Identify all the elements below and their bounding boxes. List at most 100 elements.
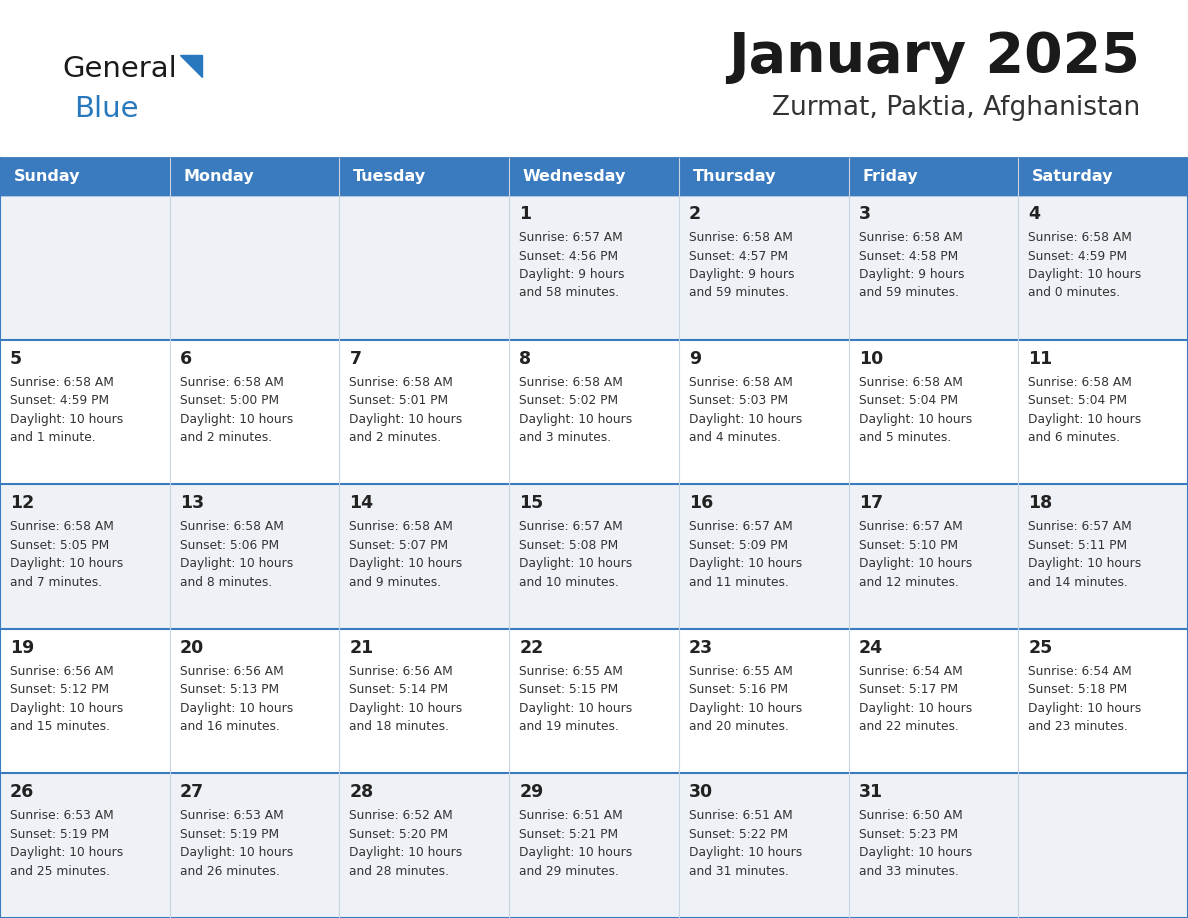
Text: Sunrise: 6:58 AM: Sunrise: 6:58 AM bbox=[1029, 375, 1132, 388]
Text: and 12 minutes.: and 12 minutes. bbox=[859, 576, 959, 588]
Text: Sunrise: 6:57 AM: Sunrise: 6:57 AM bbox=[859, 521, 962, 533]
Text: 29: 29 bbox=[519, 783, 543, 801]
Text: and 25 minutes.: and 25 minutes. bbox=[10, 865, 110, 878]
Text: Saturday: Saturday bbox=[1032, 169, 1113, 184]
Text: Daylight: 10 hours: Daylight: 10 hours bbox=[10, 846, 124, 859]
Bar bbox=[0, 158, 1188, 195]
Text: Daylight: 10 hours: Daylight: 10 hours bbox=[519, 557, 632, 570]
Text: Friday: Friday bbox=[862, 169, 918, 184]
Text: Daylight: 10 hours: Daylight: 10 hours bbox=[349, 701, 462, 715]
Text: Sunset: 5:15 PM: Sunset: 5:15 PM bbox=[519, 683, 619, 696]
Text: Sunset: 5:06 PM: Sunset: 5:06 PM bbox=[179, 539, 279, 552]
Bar bbox=[0, 773, 1188, 918]
Text: Sunrise: 6:58 AM: Sunrise: 6:58 AM bbox=[859, 231, 962, 244]
Text: and 1 minute.: and 1 minute. bbox=[10, 431, 95, 444]
Text: and 0 minutes.: and 0 minutes. bbox=[1029, 286, 1120, 299]
Text: 27: 27 bbox=[179, 783, 204, 801]
Text: Daylight: 10 hours: Daylight: 10 hours bbox=[10, 412, 124, 426]
Text: Daylight: 10 hours: Daylight: 10 hours bbox=[179, 846, 293, 859]
Text: Sunset: 5:04 PM: Sunset: 5:04 PM bbox=[859, 394, 958, 407]
Text: Daylight: 10 hours: Daylight: 10 hours bbox=[519, 846, 632, 859]
Text: 4: 4 bbox=[1029, 205, 1041, 223]
Text: and 22 minutes.: and 22 minutes. bbox=[859, 721, 959, 733]
Text: Sunset: 5:19 PM: Sunset: 5:19 PM bbox=[179, 828, 279, 841]
Text: Daylight: 10 hours: Daylight: 10 hours bbox=[349, 846, 462, 859]
Text: Daylight: 9 hours: Daylight: 9 hours bbox=[689, 268, 795, 281]
Text: Daylight: 10 hours: Daylight: 10 hours bbox=[179, 412, 293, 426]
Text: 25: 25 bbox=[1029, 639, 1053, 656]
Text: Sunrise: 6:58 AM: Sunrise: 6:58 AM bbox=[10, 375, 114, 388]
Text: 17: 17 bbox=[859, 494, 883, 512]
Text: 24: 24 bbox=[859, 639, 883, 656]
Text: 18: 18 bbox=[1029, 494, 1053, 512]
Text: Sunrise: 6:55 AM: Sunrise: 6:55 AM bbox=[519, 665, 623, 677]
Text: Sunset: 5:10 PM: Sunset: 5:10 PM bbox=[859, 539, 958, 552]
Text: Daylight: 10 hours: Daylight: 10 hours bbox=[689, 701, 802, 715]
Text: Sunset: 5:19 PM: Sunset: 5:19 PM bbox=[10, 828, 109, 841]
Text: and 59 minutes.: and 59 minutes. bbox=[859, 286, 959, 299]
Text: 31: 31 bbox=[859, 783, 883, 801]
Text: 20: 20 bbox=[179, 639, 204, 656]
Text: Sunrise: 6:57 AM: Sunrise: 6:57 AM bbox=[519, 521, 623, 533]
Text: Daylight: 9 hours: Daylight: 9 hours bbox=[519, 268, 625, 281]
Text: and 58 minutes.: and 58 minutes. bbox=[519, 286, 619, 299]
Text: and 4 minutes.: and 4 minutes. bbox=[689, 431, 781, 444]
Text: Sunrise: 6:58 AM: Sunrise: 6:58 AM bbox=[179, 375, 284, 388]
Text: Blue: Blue bbox=[74, 95, 139, 123]
Text: and 2 minutes.: and 2 minutes. bbox=[179, 431, 272, 444]
Text: 8: 8 bbox=[519, 350, 531, 367]
Text: and 9 minutes.: and 9 minutes. bbox=[349, 576, 442, 588]
Text: and 20 minutes.: and 20 minutes. bbox=[689, 721, 789, 733]
Text: General: General bbox=[62, 55, 177, 83]
Text: 16: 16 bbox=[689, 494, 713, 512]
Text: 14: 14 bbox=[349, 494, 373, 512]
Text: Sunset: 5:00 PM: Sunset: 5:00 PM bbox=[179, 394, 279, 407]
Text: 11: 11 bbox=[1029, 350, 1053, 367]
Text: and 5 minutes.: and 5 minutes. bbox=[859, 431, 950, 444]
Text: 22: 22 bbox=[519, 639, 543, 656]
Text: Sunset: 5:22 PM: Sunset: 5:22 PM bbox=[689, 828, 788, 841]
Text: Sunrise: 6:58 AM: Sunrise: 6:58 AM bbox=[519, 375, 623, 388]
Text: Daylight: 10 hours: Daylight: 10 hours bbox=[1029, 701, 1142, 715]
Text: Daylight: 10 hours: Daylight: 10 hours bbox=[519, 412, 632, 426]
Text: Sunset: 4:59 PM: Sunset: 4:59 PM bbox=[1029, 250, 1127, 263]
Text: and 14 minutes.: and 14 minutes. bbox=[1029, 576, 1129, 588]
Text: 1: 1 bbox=[519, 205, 531, 223]
Text: Sunrise: 6:53 AM: Sunrise: 6:53 AM bbox=[10, 810, 114, 823]
Text: Sunset: 4:56 PM: Sunset: 4:56 PM bbox=[519, 250, 618, 263]
Text: Sunrise: 6:58 AM: Sunrise: 6:58 AM bbox=[689, 231, 792, 244]
Text: Sunset: 5:23 PM: Sunset: 5:23 PM bbox=[859, 828, 958, 841]
Bar bbox=[0, 484, 1188, 629]
Text: Daylight: 10 hours: Daylight: 10 hours bbox=[1029, 268, 1142, 281]
Text: Daylight: 10 hours: Daylight: 10 hours bbox=[1029, 557, 1142, 570]
Text: Sunset: 5:11 PM: Sunset: 5:11 PM bbox=[1029, 539, 1127, 552]
Text: Sunset: 5:05 PM: Sunset: 5:05 PM bbox=[10, 539, 109, 552]
Text: Daylight: 10 hours: Daylight: 10 hours bbox=[859, 846, 972, 859]
Text: and 7 minutes.: and 7 minutes. bbox=[10, 576, 102, 588]
Text: Sunrise: 6:58 AM: Sunrise: 6:58 AM bbox=[689, 375, 792, 388]
Text: and 29 minutes.: and 29 minutes. bbox=[519, 865, 619, 878]
Text: Sunset: 4:57 PM: Sunset: 4:57 PM bbox=[689, 250, 788, 263]
Text: and 15 minutes.: and 15 minutes. bbox=[10, 721, 110, 733]
Text: Sunset: 5:20 PM: Sunset: 5:20 PM bbox=[349, 828, 449, 841]
Text: Daylight: 9 hours: Daylight: 9 hours bbox=[859, 268, 965, 281]
Text: Sunrise: 6:56 AM: Sunrise: 6:56 AM bbox=[349, 665, 453, 677]
Text: 2: 2 bbox=[689, 205, 701, 223]
Text: and 33 minutes.: and 33 minutes. bbox=[859, 865, 959, 878]
Text: 13: 13 bbox=[179, 494, 204, 512]
Text: Daylight: 10 hours: Daylight: 10 hours bbox=[1029, 412, 1142, 426]
Text: Daylight: 10 hours: Daylight: 10 hours bbox=[349, 557, 462, 570]
Text: and 10 minutes.: and 10 minutes. bbox=[519, 576, 619, 588]
Text: Daylight: 10 hours: Daylight: 10 hours bbox=[689, 846, 802, 859]
Bar bbox=[0, 629, 1188, 773]
Text: and 59 minutes.: and 59 minutes. bbox=[689, 286, 789, 299]
Text: Sunrise: 6:57 AM: Sunrise: 6:57 AM bbox=[689, 521, 792, 533]
Text: Daylight: 10 hours: Daylight: 10 hours bbox=[689, 412, 802, 426]
Text: Sunrise: 6:52 AM: Sunrise: 6:52 AM bbox=[349, 810, 453, 823]
Text: Sunset: 5:09 PM: Sunset: 5:09 PM bbox=[689, 539, 788, 552]
Text: Sunrise: 6:58 AM: Sunrise: 6:58 AM bbox=[349, 375, 454, 388]
Text: Sunrise: 6:56 AM: Sunrise: 6:56 AM bbox=[10, 665, 114, 677]
Text: Daylight: 10 hours: Daylight: 10 hours bbox=[859, 412, 972, 426]
Text: Tuesday: Tuesday bbox=[353, 169, 426, 184]
Text: 23: 23 bbox=[689, 639, 713, 656]
